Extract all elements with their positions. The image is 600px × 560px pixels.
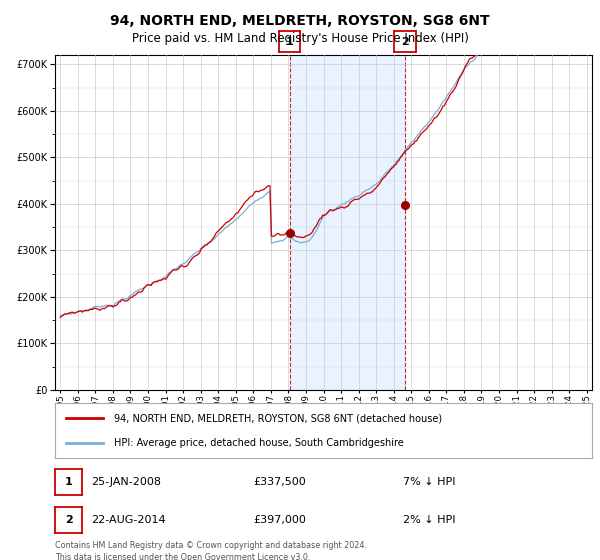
Text: 22-AUG-2014: 22-AUG-2014: [91, 515, 166, 525]
Text: 2: 2: [65, 515, 73, 525]
Text: 2: 2: [401, 36, 409, 46]
Text: £337,500: £337,500: [253, 477, 306, 487]
Text: 2% ↓ HPI: 2% ↓ HPI: [403, 515, 455, 525]
Text: 7% ↓ HPI: 7% ↓ HPI: [403, 477, 455, 487]
Text: Price paid vs. HM Land Registry's House Price Index (HPI): Price paid vs. HM Land Registry's House …: [131, 32, 469, 45]
Text: 1: 1: [65, 477, 73, 487]
Text: £397,000: £397,000: [253, 515, 306, 525]
Text: Contains HM Land Registry data © Crown copyright and database right 2024.: Contains HM Land Registry data © Crown c…: [55, 541, 367, 550]
Text: 94, NORTH END, MELDRETH, ROYSTON, SG8 6NT (detached house): 94, NORTH END, MELDRETH, ROYSTON, SG8 6N…: [114, 413, 442, 423]
Text: HPI: Average price, detached house, South Cambridgeshire: HPI: Average price, detached house, Sout…: [114, 437, 404, 447]
Text: This data is licensed under the Open Government Licence v3.0.: This data is licensed under the Open Gov…: [55, 553, 310, 560]
Bar: [290, 55, 405, 390]
Text: 1: 1: [286, 36, 293, 46]
Text: 94, NORTH END, MELDRETH, ROYSTON, SG8 6NT: 94, NORTH END, MELDRETH, ROYSTON, SG8 6N…: [110, 14, 490, 28]
Text: 25-JAN-2008: 25-JAN-2008: [91, 477, 161, 487]
